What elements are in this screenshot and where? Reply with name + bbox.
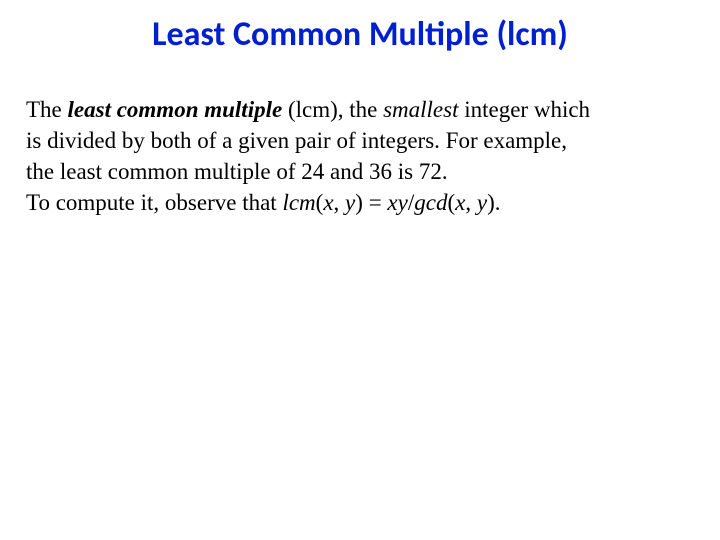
formula-comma: , bbox=[334, 190, 346, 215]
formula: lcm(x, y) = xy/gcd(x, y) bbox=[282, 190, 494, 215]
formula-xy: xy bbox=[387, 190, 407, 215]
formula-x-2: x bbox=[455, 190, 465, 215]
text-line2: is divided by both of a given pair of in… bbox=[26, 128, 567, 153]
text-line1-post: integer which bbox=[458, 97, 590, 122]
formula-x: x bbox=[323, 190, 333, 215]
formula-y-2: y bbox=[477, 190, 487, 215]
formula-comma-2: , bbox=[465, 190, 477, 215]
formula-open-paren-2: ( bbox=[447, 190, 455, 215]
text-line3: the least common multiple of 24 and 36 i… bbox=[26, 159, 448, 184]
text-line4-post: . bbox=[495, 190, 501, 215]
text-line4-pre: To compute it, observe that bbox=[26, 190, 282, 215]
text-term-lcm: least common multiple bbox=[68, 97, 283, 122]
slide-body: The least common multiple (lcm), the sma… bbox=[26, 94, 694, 218]
text-line1-mid: (lcm), the bbox=[282, 97, 383, 122]
formula-lcm-func: lcm bbox=[282, 190, 315, 215]
formula-close-paren: ) bbox=[355, 190, 363, 215]
formula-gcd-func: gcd bbox=[414, 190, 447, 215]
text-line1-pre: The bbox=[26, 97, 68, 122]
formula-close-paren-2: ) bbox=[487, 190, 495, 215]
text-emph-smallest: smallest bbox=[383, 97, 458, 122]
slide: Least Common Multiple (lcm) The least co… bbox=[0, 0, 720, 540]
formula-equals: = bbox=[363, 190, 387, 215]
formula-y: y bbox=[345, 190, 355, 215]
slide-title: Least Common Multiple (lcm) bbox=[0, 14, 720, 55]
